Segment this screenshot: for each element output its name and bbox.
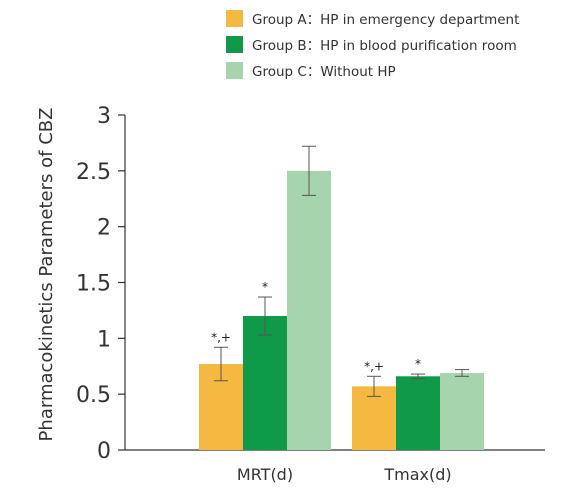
y-tick-label: 1.5: [76, 272, 111, 297]
significance-annotation: *,+: [364, 359, 384, 373]
x-category-label: MRT(d): [237, 465, 293, 484]
x-category-label: Tmax(d): [383, 465, 451, 484]
bar-group-c: [287, 170, 331, 451]
bar-group-b: [243, 316, 287, 450]
y-tick-label: 2.5: [76, 160, 111, 185]
y-tick-label: 1: [97, 327, 111, 352]
chart-legend: Group A：HP in emergency department Group …: [226, 10, 519, 80]
y-tick-label: 3: [97, 104, 111, 129]
legend-label: Group B：HP in blood purification room: [252, 38, 517, 54]
significance-annotation: *: [415, 357, 421, 371]
legend-label: Group C：Without HP: [252, 64, 396, 80]
y-axis-title: Pharmacokinetics Parameters of CBZ: [36, 108, 57, 442]
y-tick-label: 0.5: [76, 383, 111, 408]
bar-group-a: [352, 386, 396, 450]
chart-labels: 0 0.5 1 1.5 2 2.5 3 Pharmacokinetics Parameters…: [36, 104, 452, 484]
legend-swatch: [226, 62, 243, 79]
significance-annotation: *,+: [211, 330, 231, 344]
legend-swatch: [226, 10, 243, 27]
y-tick-label: 2: [97, 216, 111, 241]
legend-label: Group A：HP in emergency department: [252, 12, 519, 28]
bar-group-c: [440, 372, 484, 450]
legend-swatch: [226, 36, 243, 53]
significance-annotation: *: [262, 280, 268, 294]
y-tick-label: 0: [97, 439, 111, 464]
chart-bars: [199, 145, 484, 451]
bar-group-b: [396, 376, 440, 450]
